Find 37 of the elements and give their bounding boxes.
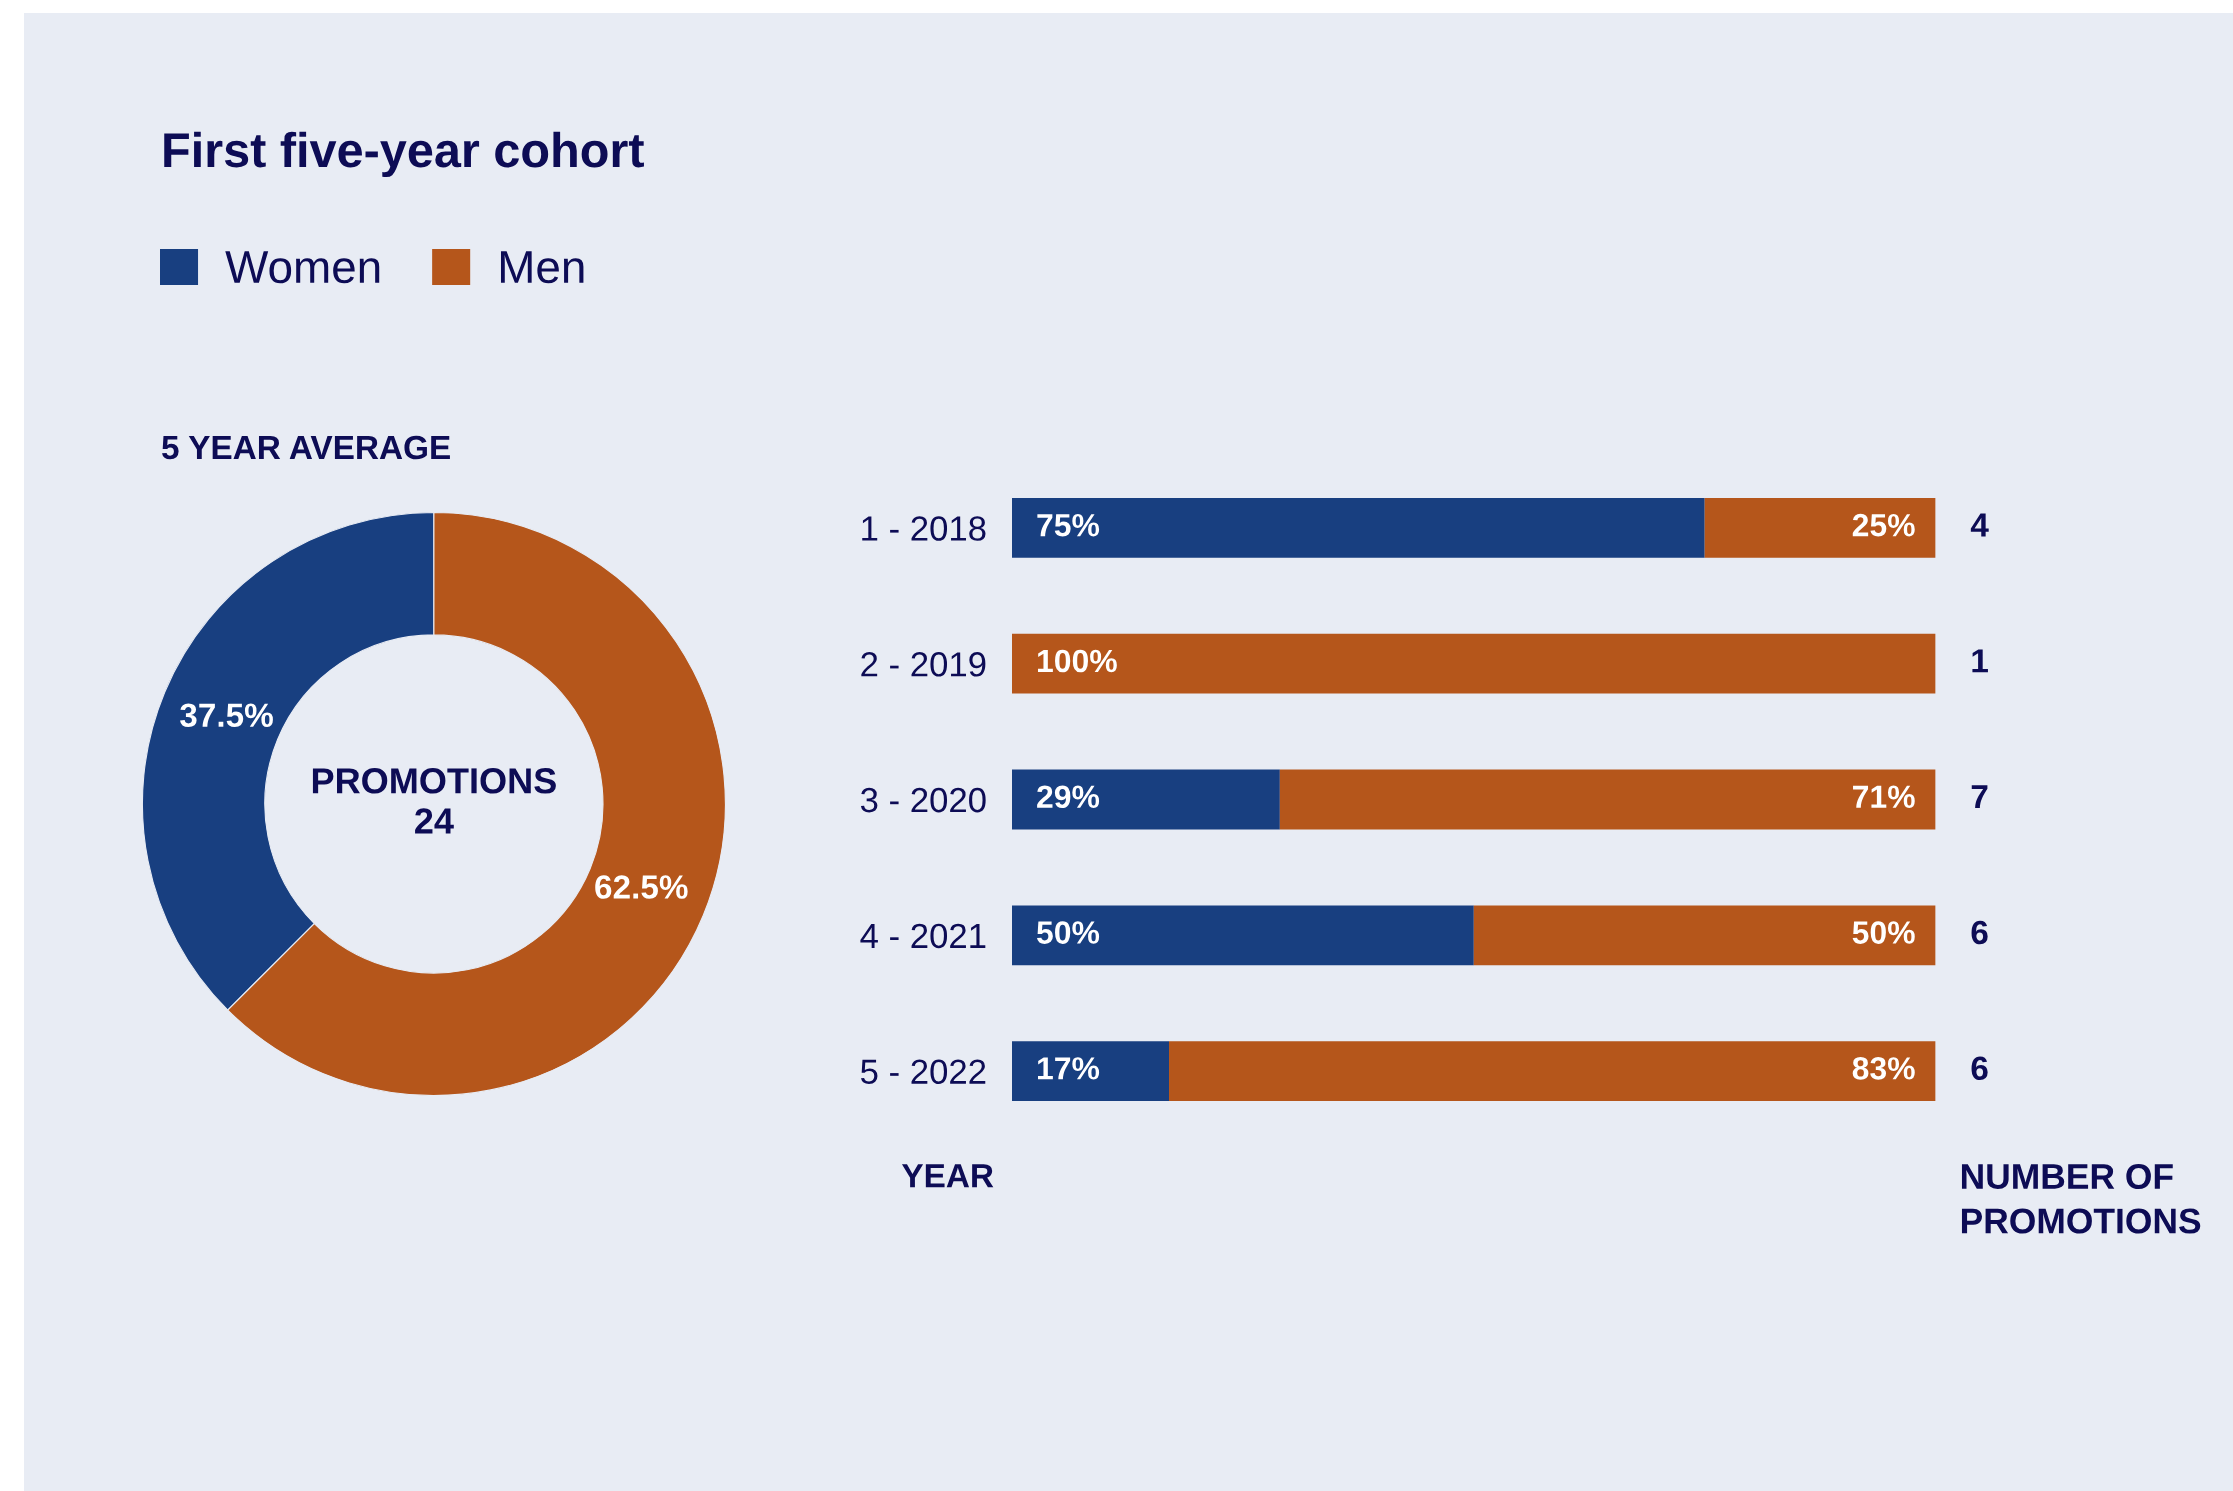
data-label: 37.5% bbox=[180, 703, 273, 728]
bar bbox=[1012, 769, 1280, 830]
legend-label: Women bbox=[225, 251, 380, 284]
text: 4 bbox=[1970, 513, 1989, 537]
data-label: 62.5% bbox=[595, 875, 688, 899]
data-label: 25% bbox=[1852, 513, 1915, 537]
y-tick-label: 4 - 2021 bbox=[860, 923, 986, 949]
y-tick-label: 1 - 2018 bbox=[862, 516, 986, 541]
bar bbox=[1012, 633, 1936, 694]
data-label: 83% bbox=[1852, 1057, 1915, 1080]
bar bbox=[1012, 1041, 1170, 1101]
text: 5 YEAR AVERAGE bbox=[162, 435, 450, 460]
data-label: 50% bbox=[1852, 921, 1915, 944]
chart-title: First five-year cohort bbox=[164, 131, 644, 178]
y-tick-label: 5 - 2022 bbox=[860, 1059, 986, 1085]
data-label: 17% bbox=[1038, 1057, 1100, 1080]
data-label: 71% bbox=[1853, 785, 1915, 809]
bar bbox=[1012, 905, 1474, 966]
y-axis-title: YEAR bbox=[901, 1164, 994, 1188]
bar bbox=[1012, 498, 1705, 558]
text: 1 bbox=[1972, 649, 1988, 673]
bar bbox=[1473, 905, 1936, 966]
y-tick-label: 3 - 2020 bbox=[860, 787, 986, 813]
bar bbox=[1704, 498, 1936, 558]
legend-label: Men bbox=[500, 251, 584, 284]
text: PROMOTIONS 24 bbox=[312, 768, 556, 834]
bar bbox=[1279, 769, 1936, 830]
text: 6 bbox=[1971, 920, 1988, 945]
data-label: 100% bbox=[1038, 649, 1117, 673]
text: 6 bbox=[1971, 1056, 1988, 1081]
y-tick-label: 2 - 2019 bbox=[861, 652, 986, 677]
data-label: 75% bbox=[1037, 513, 1100, 537]
y2-axis-title: NUMBER OF PROMOTIONS bbox=[1961, 1163, 2201, 1234]
text: 7 bbox=[1971, 785, 1988, 809]
bar bbox=[1169, 1041, 1936, 1101]
data-label: 50% bbox=[1036, 921, 1100, 944]
data-label: 29% bbox=[1037, 785, 1100, 809]
